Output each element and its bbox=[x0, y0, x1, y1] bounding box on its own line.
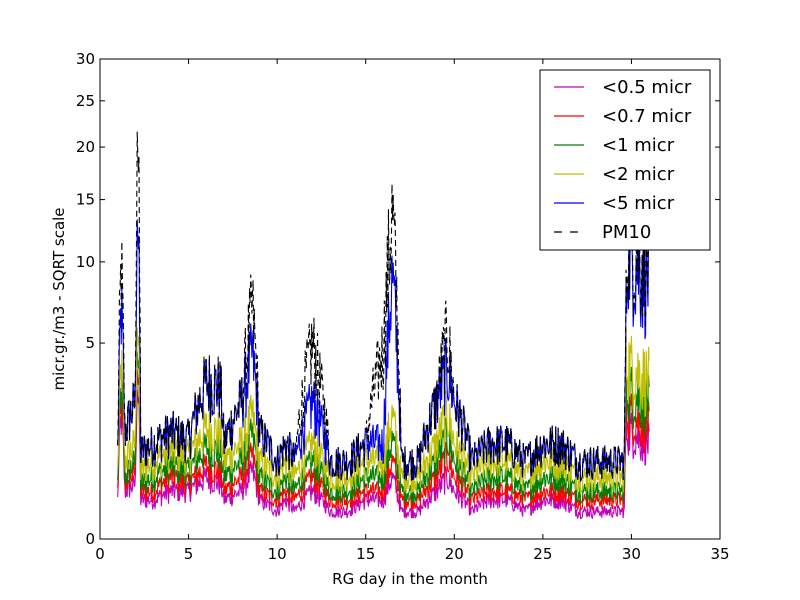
series-line-0 bbox=[117, 389, 650, 520]
series-line-3 bbox=[117, 327, 650, 495]
legend-label: <5 micr bbox=[602, 193, 675, 214]
y-tick-label: 20 bbox=[76, 138, 95, 156]
y-tick-label: 0 bbox=[85, 530, 95, 548]
x-tick-label: 20 bbox=[445, 545, 464, 563]
legend-label: <0.7 micr bbox=[602, 106, 692, 127]
x-axis-ticks: 0 5 10 15 20 25 30 35 bbox=[95, 59, 730, 563]
series-line-1 bbox=[117, 369, 650, 512]
x-tick-label: 10 bbox=[268, 545, 287, 563]
x-tick-label: 25 bbox=[533, 545, 552, 563]
legend-label: <0.5 micr bbox=[602, 77, 692, 98]
x-axis-label: RG day in the month bbox=[332, 570, 488, 588]
x-tick-label: 15 bbox=[356, 545, 375, 563]
series-line-2 bbox=[117, 351, 650, 505]
y-tick-label: 5 bbox=[85, 334, 95, 352]
legend-label: <1 micr bbox=[602, 135, 675, 156]
y-tick-label: 15 bbox=[76, 191, 95, 209]
series-layer bbox=[117, 131, 650, 520]
y-tick-label: 30 bbox=[76, 50, 95, 68]
series-line-5 bbox=[117, 131, 650, 483]
y-tick-label: 10 bbox=[76, 253, 95, 271]
x-tick-label: 0 bbox=[95, 545, 105, 563]
legend: <0.5 micr <0.7 micr <1 micr <2 micr <5 micr P… bbox=[539, 69, 711, 251]
plot-frame bbox=[99, 58, 721, 540]
y-axis-label: micr.gr./m3 - SQRT scale bbox=[50, 207, 68, 390]
legend-label: PM10 bbox=[602, 222, 651, 243]
legend-label: <2 micr bbox=[602, 164, 675, 185]
y-tick-label: 25 bbox=[76, 92, 95, 110]
x-tick-label: 30 bbox=[622, 545, 641, 563]
legend-box bbox=[539, 69, 711, 251]
x-tick-label: 5 bbox=[184, 545, 194, 563]
x-tick-label: 35 bbox=[710, 545, 729, 563]
y-axis-ticks: 0 5 10 15 20 25 30 bbox=[76, 50, 720, 548]
